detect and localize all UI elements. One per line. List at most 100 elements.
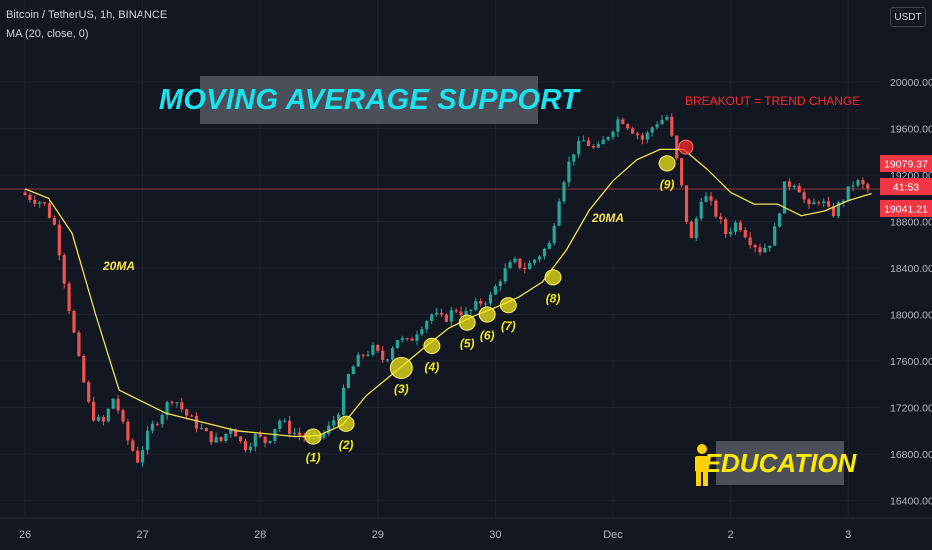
candle-body — [616, 119, 620, 132]
candle-body — [773, 226, 777, 246]
candle-body — [488, 294, 493, 304]
support-touch-marker — [423, 337, 441, 354]
candle-body — [552, 225, 556, 244]
candle-body — [640, 135, 644, 140]
candle-body — [782, 181, 787, 214]
candle-body — [405, 338, 409, 340]
candle-body — [675, 135, 679, 159]
candle-body — [199, 428, 203, 430]
candle-body — [689, 221, 693, 239]
candle-body — [459, 311, 463, 316]
candle-body — [533, 259, 537, 263]
ma-20-line — [24, 148, 872, 438]
title-banner: MOVING AVERAGE SUPPORT — [159, 76, 579, 124]
candle-body — [797, 185, 801, 193]
candle-body — [23, 192, 27, 195]
candle-body — [822, 201, 826, 204]
candle-body — [439, 312, 444, 315]
candle-body — [258, 434, 262, 437]
candle-body — [469, 309, 473, 311]
support-markers: (1) (2) (3) (4) (5) (6) (7) (8) (9) — [304, 139, 694, 465]
support-touch-label: (3) — [394, 382, 409, 396]
candle-body — [288, 420, 292, 434]
breakout-marker — [678, 139, 694, 155]
candle-body — [866, 184, 870, 189]
candle-body — [557, 201, 561, 226]
candle-body — [503, 268, 507, 282]
candle-body — [224, 433, 228, 441]
candle-body — [72, 310, 76, 333]
candle-body — [283, 420, 287, 422]
candle-body — [47, 203, 52, 218]
candle-body — [763, 247, 767, 253]
ma-value-tag: 19041.21 — [884, 204, 928, 216]
candle-body — [513, 258, 517, 263]
title-text: MOVING AVERAGE SUPPORT — [158, 83, 580, 116]
candle-body — [660, 119, 664, 125]
candle-body — [493, 286, 497, 295]
price-tick-label: 20000.00 — [890, 77, 932, 89]
candle-body — [415, 334, 419, 341]
candle-body — [33, 199, 37, 204]
candle-body — [253, 434, 257, 447]
candle-body — [635, 133, 640, 136]
candle-body — [508, 262, 512, 269]
candle-body — [175, 402, 179, 404]
candle-body — [733, 222, 738, 232]
candle-body — [292, 432, 297, 434]
candle-body — [606, 136, 610, 140]
ma-label-right: 20MA — [591, 211, 624, 225]
candle-body — [729, 231, 733, 235]
candle-body — [351, 366, 355, 375]
candle-body — [361, 354, 365, 356]
price-tick-label: 17600.00 — [890, 356, 932, 368]
candle-body — [77, 332, 81, 356]
time-tick-label: 28 — [254, 529, 266, 541]
candle-body — [57, 224, 61, 256]
candle-body — [768, 245, 772, 248]
candle-body — [655, 124, 659, 128]
candle-body — [165, 402, 169, 415]
support-touch-marker — [389, 357, 413, 379]
support-touch-marker — [478, 306, 496, 323]
candle-body — [498, 281, 502, 287]
candle-body — [586, 140, 591, 146]
candle-body — [523, 267, 527, 270]
candle-body — [400, 338, 404, 341]
candle-body — [807, 199, 811, 205]
ma-value-tag-bg — [880, 200, 932, 217]
candle-body — [709, 196, 713, 201]
candle-body — [753, 245, 757, 248]
candle-body — [665, 116, 669, 120]
candle-body — [420, 329, 424, 335]
time-axis[interactable]: 26 27 28 29 30 Dec 2 3 — [0, 517, 932, 541]
candle-body — [28, 194, 32, 200]
candle-body — [802, 192, 806, 200]
indicator-legend[interactable]: MA (20, close, 0) — [6, 28, 89, 40]
candle-body — [43, 202, 47, 204]
candle-body — [738, 222, 742, 231]
candle-body — [856, 180, 860, 186]
last-price-tag: 19079.37 — [884, 159, 928, 171]
time-tick-label: Dec — [603, 529, 623, 541]
candle-body — [268, 440, 272, 443]
candle-body — [121, 410, 125, 422]
time-tick-label: 30 — [489, 529, 501, 541]
candle-body — [332, 420, 336, 426]
candle-body — [680, 158, 684, 186]
candle-body — [518, 258, 522, 268]
time-tick-label: 26 — [19, 529, 31, 541]
breakout-label: BREAKOUT = TREND CHANGE — [685, 94, 860, 108]
candle-body — [479, 300, 483, 304]
candle-body — [567, 161, 571, 183]
countdown-tag: 41:53 — [893, 182, 919, 194]
candle-body — [185, 409, 189, 416]
price-axis[interactable]: 16400.00 16800.00 17200.00 17600.00 18000.00… — [880, 77, 932, 508]
candle-body — [778, 213, 782, 227]
candle-body — [356, 354, 360, 367]
candle-body — [861, 180, 865, 185]
currency-button[interactable]: USDT — [890, 7, 926, 27]
candle-body — [366, 354, 370, 356]
candle-body — [743, 230, 747, 238]
